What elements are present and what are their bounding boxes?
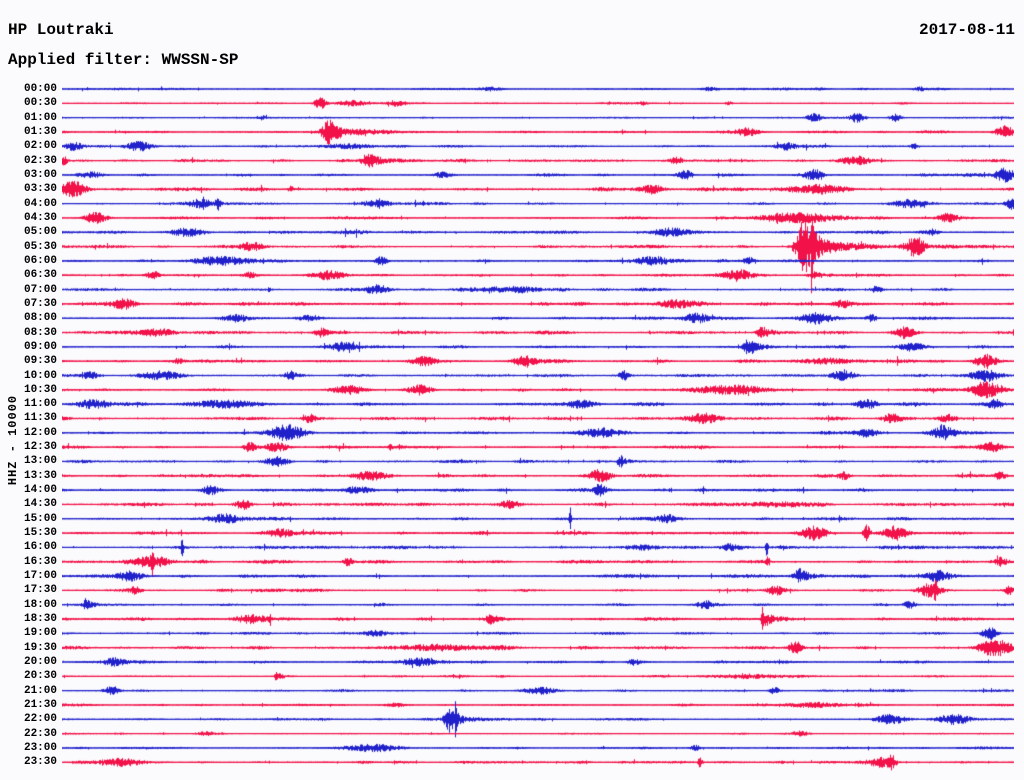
time-label-0830: 08:30 — [23, 326, 57, 339]
time-label-1000: 10:00 — [23, 369, 57, 382]
time-label-1900: 19:00 — [23, 627, 57, 640]
time-axis: 00:00 00:30 01:00 01:30 02:00 02:30 03:00 03:30… — [0, 0, 57, 780]
time-label-0400: 04:00 — [23, 197, 57, 210]
time-label-2200: 22:00 — [23, 713, 57, 726]
time-label-2330: 23:30 — [23, 756, 57, 769]
time-label-0130: 01:30 — [23, 125, 57, 138]
time-label-1330: 13:30 — [23, 469, 57, 482]
time-label-0730: 07:30 — [23, 297, 57, 310]
time-label-0930: 09:30 — [23, 355, 57, 368]
time-label-1430: 14:30 — [23, 498, 57, 511]
time-label-1200: 12:00 — [23, 426, 57, 439]
time-label-0000: 00:00 — [23, 83, 57, 95]
time-label-1030: 10:30 — [23, 383, 57, 396]
time-label-2230: 22:30 — [23, 727, 57, 740]
time-label-0300: 03:00 — [23, 168, 57, 181]
time-label-1830: 18:30 — [23, 613, 57, 626]
time-label-0530: 05:30 — [23, 240, 57, 253]
time-label-1400: 14:00 — [23, 484, 57, 497]
time-label-1700: 17:00 — [23, 570, 57, 583]
time-label-0600: 06:00 — [23, 254, 57, 267]
time-label-0900: 09:00 — [23, 340, 57, 353]
time-label-1500: 15:00 — [23, 512, 57, 525]
time-label-0330: 03:30 — [23, 183, 57, 196]
time-label-2030: 20:30 — [23, 670, 57, 683]
time-label-0200: 02:00 — [23, 140, 57, 153]
seismogram-canvas — [62, 0, 1014, 780]
time-label-1130: 11:30 — [23, 412, 57, 425]
time-label-0430: 04:30 — [23, 211, 57, 224]
time-label-0700: 07:00 — [23, 283, 57, 296]
time-label-0800: 08:00 — [23, 312, 57, 325]
time-label-2130: 21:30 — [23, 698, 57, 711]
time-label-1630: 16:30 — [23, 555, 57, 568]
time-label-1800: 18:00 — [23, 598, 57, 611]
time-label-0030: 00:30 — [23, 97, 57, 110]
time-label-0100: 01:00 — [23, 111, 57, 124]
time-label-2000: 20:00 — [23, 656, 57, 668]
time-label-1600: 16:00 — [23, 541, 57, 554]
time-label-2100: 21:00 — [23, 684, 57, 697]
time-label-1930: 19:30 — [23, 641, 57, 654]
time-label-2300: 23:00 — [23, 741, 57, 754]
time-label-1230: 12:30 — [23, 441, 57, 454]
time-label-1300: 13:00 — [23, 455, 57, 468]
time-label-1730: 17:30 — [23, 584, 57, 597]
time-label-1530: 15:30 — [23, 527, 57, 540]
time-label-0230: 02:30 — [23, 154, 57, 167]
time-label-0630: 06:30 — [23, 269, 57, 282]
time-label-0500: 05:00 — [23, 226, 57, 239]
time-label-1100: 11:00 — [23, 398, 57, 411]
